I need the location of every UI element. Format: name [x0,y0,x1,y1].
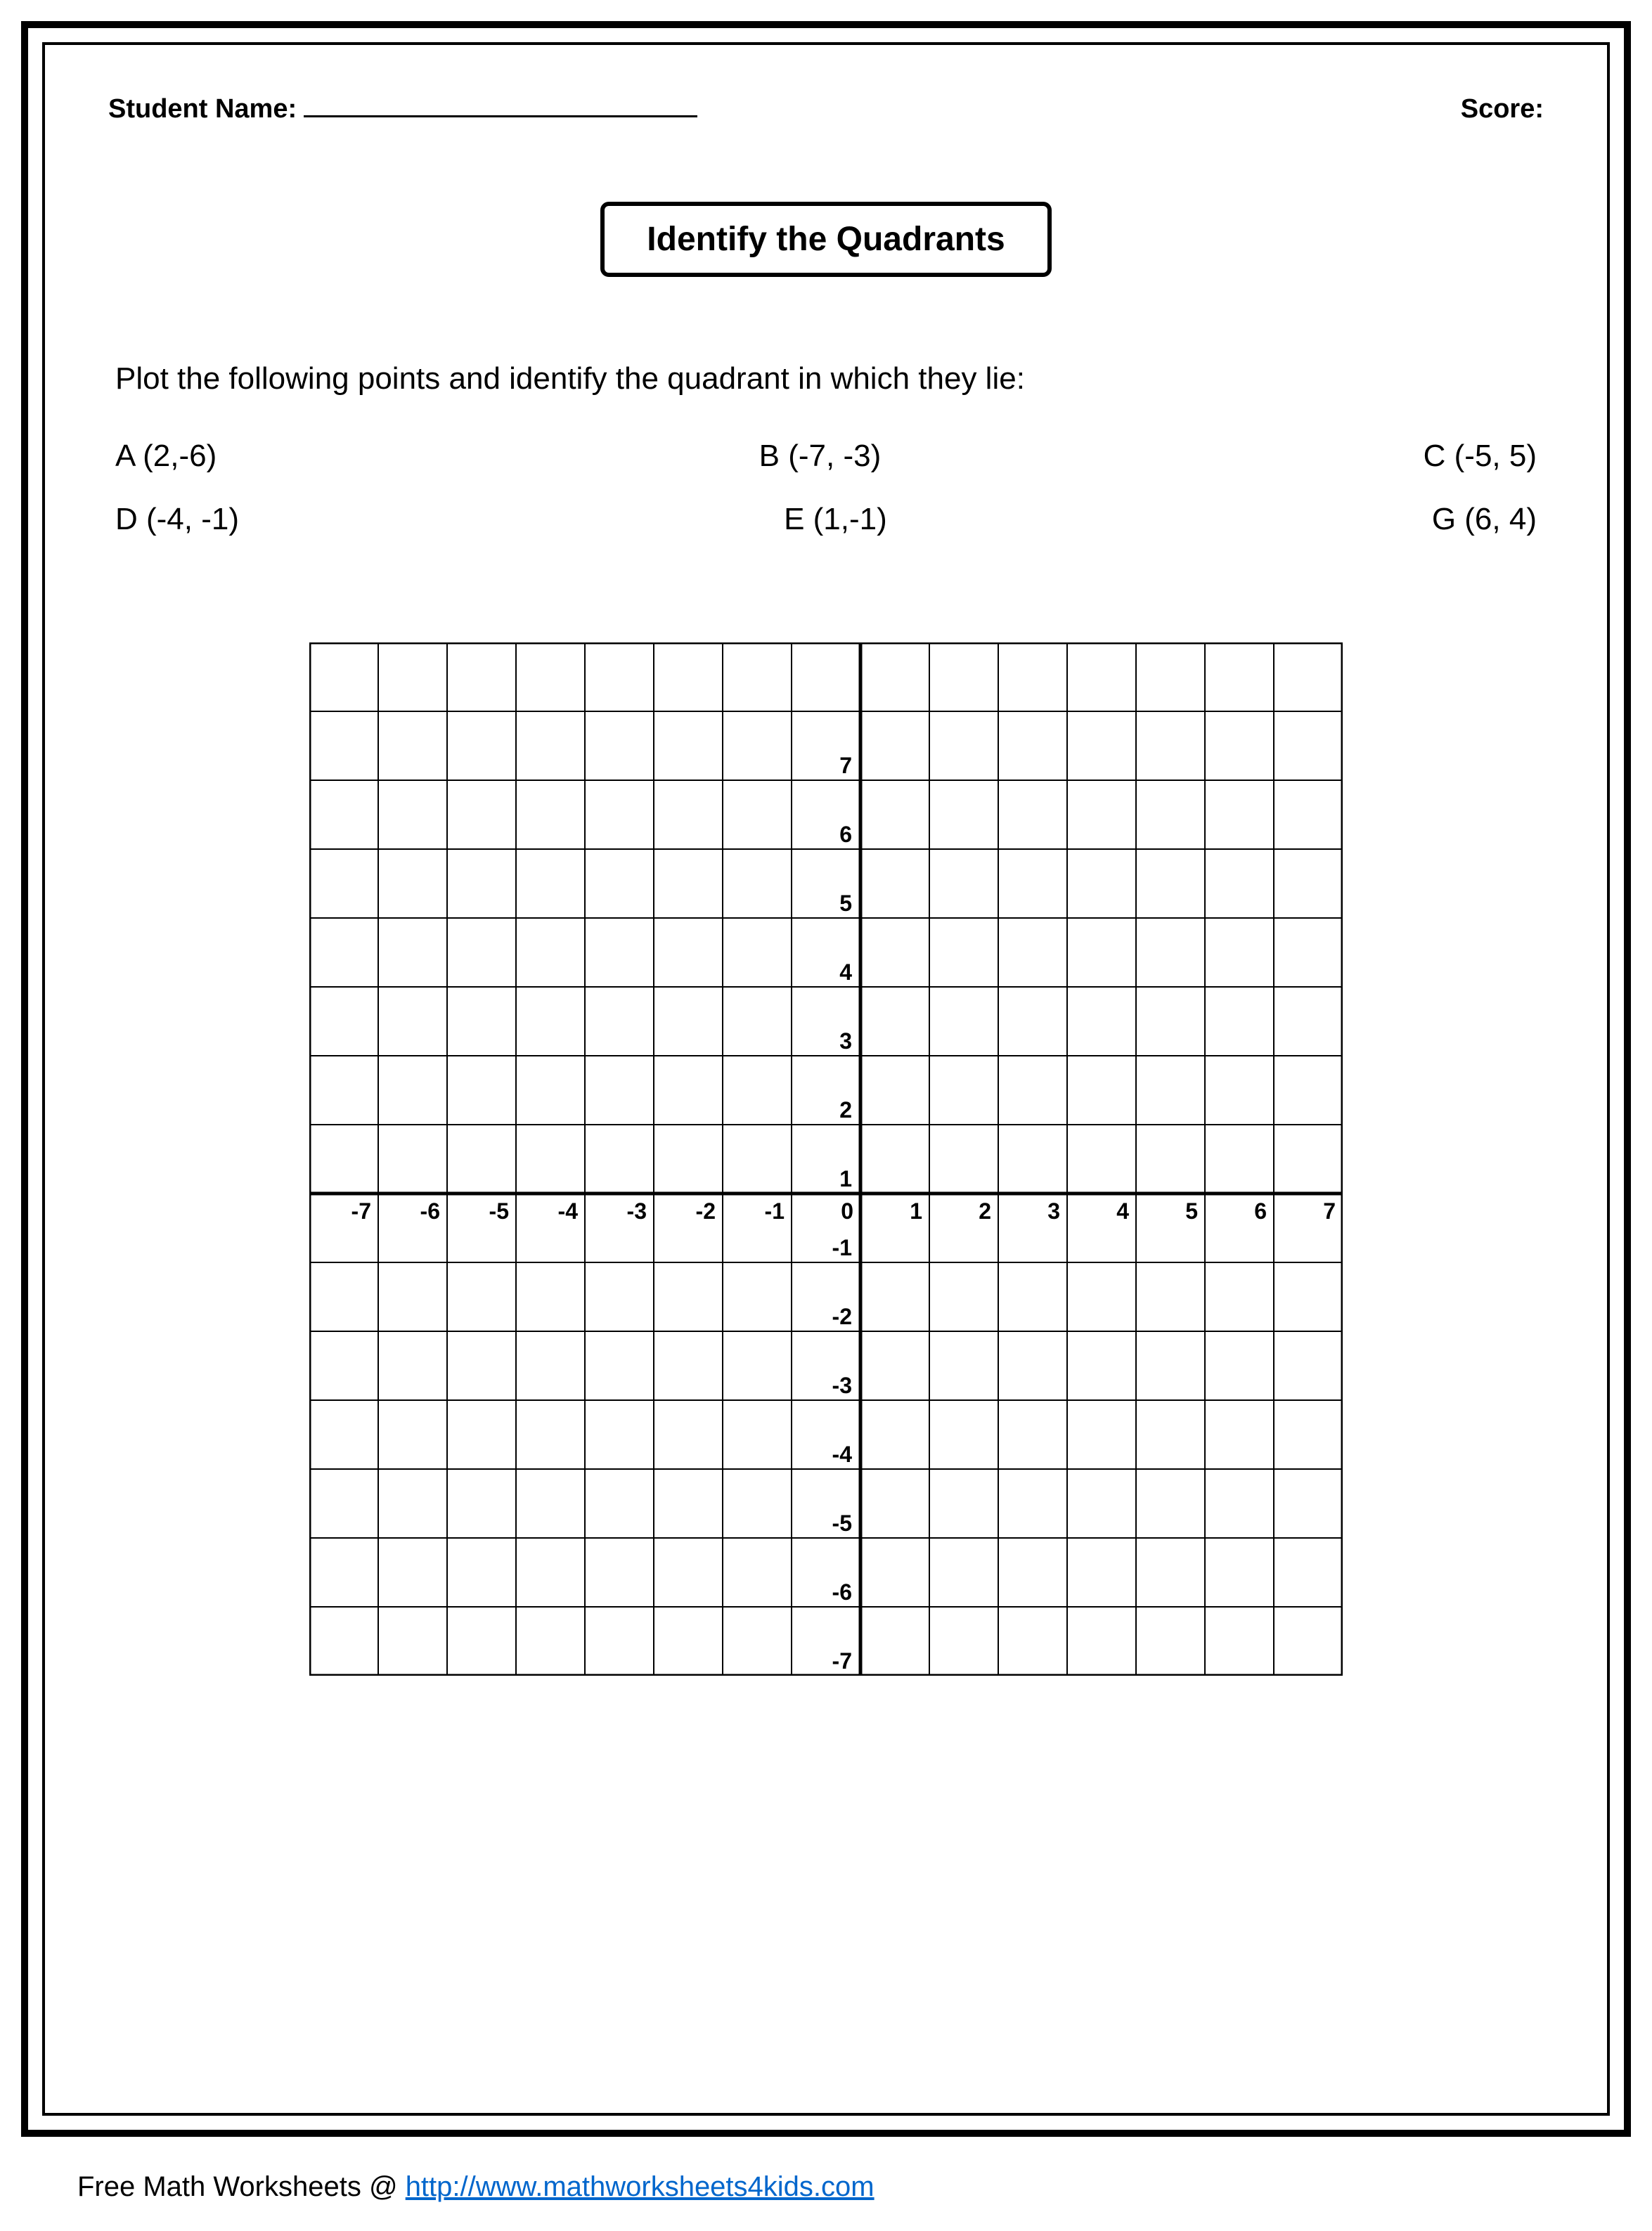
points-row-1: A (2,-6) B (-7, -3) C (-5, 5) [108,439,1544,474]
score-label: Score: [1461,94,1544,124]
svg-text:-7: -7 [351,1198,371,1224]
student-name-field: Student Name: [108,94,697,124]
svg-text:1: 1 [910,1198,922,1224]
svg-text:-3: -3 [832,1373,852,1398]
svg-text:-6: -6 [420,1198,440,1224]
svg-text:4: 4 [1116,1198,1129,1224]
svg-text:7: 7 [1323,1198,1336,1224]
worksheet-page: Student Name: Score: Identify the Quadra… [0,0,1652,2231]
point-e: E (1,-1) [784,502,887,537]
point-b: B (-7, -3) [759,439,882,474]
svg-text:2: 2 [839,1097,852,1123]
svg-text:-7: -7 [832,1648,852,1674]
svg-text:3: 3 [839,1028,852,1054]
point-d: D (-4, -1) [115,502,239,537]
svg-text:-2: -2 [832,1304,852,1329]
svg-text:4: 4 [839,959,852,985]
svg-text:5: 5 [1185,1198,1198,1224]
svg-text:-2: -2 [696,1198,716,1224]
svg-text:0: 0 [841,1198,853,1224]
point-g: G (6, 4) [1432,502,1537,537]
svg-text:6: 6 [1254,1198,1267,1224]
worksheet-title: Identify the Quadrants [600,202,1051,277]
student-name-label: Student Name: [108,94,297,124]
svg-text:-4: -4 [558,1198,579,1224]
name-blank-line[interactable] [304,115,697,117]
points-row-2: D (-4, -1) E (1,-1) G (6, 4) [108,502,1544,537]
header-row: Student Name: Score: [108,94,1544,124]
svg-text:-3: -3 [627,1198,647,1224]
svg-text:-6: -6 [832,1579,852,1605]
svg-text:1: 1 [839,1166,852,1191]
svg-text:2: 2 [979,1198,991,1224]
svg-text:-5: -5 [832,1511,852,1536]
coordinate-grid: -7 -6 -5 -4 -3 -2 -1 0 1 2 3 4 5 6 7 1 2 3 4 5 6 7 -1 -2 -3 -4 -5 -… [309,642,1343,1676]
footer-prefix: Free Math Worksheets @ [77,2171,406,2202]
svg-text:-1: -1 [765,1198,785,1224]
inner-border: Student Name: Score: Identify the Quadra… [42,42,1610,2116]
outer-border: Student Name: Score: Identify the Quadra… [21,21,1631,2137]
instruction-text: Plot the following points and identify t… [108,361,1544,396]
footer-link[interactable]: http://www.mathworksheets4kids.com [406,2171,875,2202]
svg-text:3: 3 [1047,1198,1060,1224]
footer: Free Math Worksheets @ http://www.mathwo… [77,2171,875,2203]
point-a: A (2,-6) [115,439,217,474]
point-c: C (-5, 5) [1424,439,1537,474]
svg-text:6: 6 [839,822,852,847]
svg-text:5: 5 [839,891,852,916]
coordinate-grid-container: -7 -6 -5 -4 -3 -2 -1 0 1 2 3 4 5 6 7 1 2 3 4 5 6 7 -1 -2 -3 -4 -5 -… [108,642,1544,1676]
svg-text:-4: -4 [832,1442,853,1467]
svg-text:-5: -5 [489,1198,509,1224]
svg-text:-1: -1 [832,1235,852,1260]
svg-text:7: 7 [839,753,852,778]
